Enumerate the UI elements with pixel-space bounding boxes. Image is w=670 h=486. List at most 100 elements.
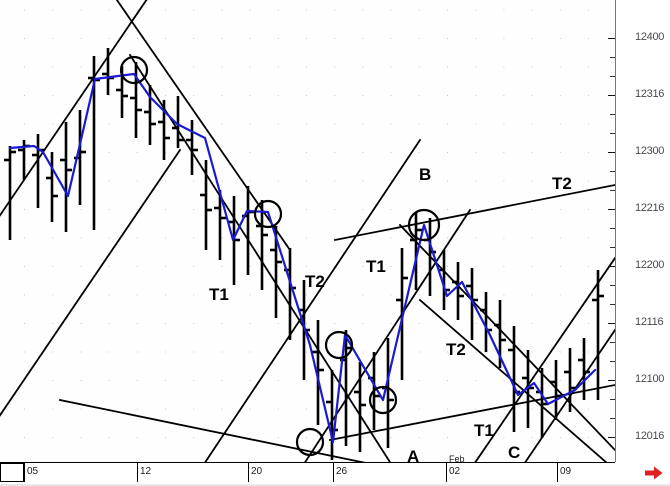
trendline-rising-median xyxy=(204,138,422,462)
ohlc-bar xyxy=(452,262,464,320)
date-axis: 05 12 20 26 Feb 02 09 xyxy=(0,454,670,486)
date-tick-label: 02 xyxy=(449,466,461,477)
date-tick xyxy=(248,462,249,482)
trendline-down-channel-lower xyxy=(58,398,366,462)
date-tick xyxy=(557,462,558,482)
trendline-up-channel-left-lower xyxy=(0,148,182,417)
pivot-circle-group xyxy=(119,55,441,457)
chart-annotation-t2: T2 xyxy=(305,272,325,291)
ohlc-bar xyxy=(186,120,198,175)
pivot-circle xyxy=(119,55,149,85)
date-tick xyxy=(137,462,138,482)
chart-annotation-t1: T1 xyxy=(366,257,386,276)
pivot-circle xyxy=(253,199,283,229)
price-tick xyxy=(608,152,615,153)
price-tick xyxy=(608,266,615,267)
price-tick-label: 12400 xyxy=(635,31,665,43)
pivot-circle xyxy=(407,208,441,242)
price-plot-area[interactable]: T1 T2 T1 T2 T2 T1 B A C xyxy=(0,0,615,462)
chart-annotation-c: C xyxy=(508,443,521,462)
ohlc-bar xyxy=(298,280,310,380)
ohlc-bar xyxy=(102,48,114,95)
axis-line xyxy=(615,0,616,462)
scroll-right-arrow-icon[interactable] xyxy=(645,466,663,480)
price-minor-tick xyxy=(610,114,615,115)
date-axis-line xyxy=(0,462,615,463)
price-minor-tick xyxy=(610,190,615,191)
ohlc-bar xyxy=(522,350,534,428)
ohlc-bar xyxy=(130,62,142,138)
date-tick-label: 26 xyxy=(336,466,348,477)
trendline-right-rising-2 xyxy=(524,328,615,462)
price-minor-tick xyxy=(610,399,615,400)
ohlc-bar xyxy=(144,85,156,145)
chart-annotation-t1: T1 xyxy=(209,285,229,304)
trendline-down-channel-upper xyxy=(115,0,292,252)
ohlc-bar xyxy=(578,338,590,400)
price-tick-label: 12316 xyxy=(635,88,665,100)
zigzag-polyline xyxy=(8,72,597,444)
price-tick xyxy=(608,38,615,39)
window-bottom-strip xyxy=(0,484,670,486)
price-tick-label: 12100 xyxy=(635,373,665,385)
price-tick-label: 12016 xyxy=(635,430,665,442)
ohlc-bar xyxy=(564,348,576,412)
price-minor-tick xyxy=(610,418,615,419)
ohlc-bar xyxy=(438,250,450,310)
price-minor-tick xyxy=(610,57,615,58)
pivot-circle xyxy=(295,427,325,457)
ohlc-bar xyxy=(410,212,422,290)
price-minor-tick xyxy=(610,304,615,305)
price-tick xyxy=(608,95,615,96)
ohlc-bar xyxy=(354,362,366,452)
trendline-group xyxy=(0,0,615,462)
price-minor-tick xyxy=(610,285,615,286)
price-axis: 12400 12316 12300 12216 12200 12116 12100 12016 xyxy=(608,0,670,462)
chart-annotation-a: A xyxy=(407,447,420,462)
date-tick-label: 12 xyxy=(140,466,152,477)
ohlc-bar xyxy=(550,360,562,420)
trendline-falling-lower xyxy=(418,298,608,462)
trendline-right-rising-1 xyxy=(474,256,615,462)
price-minor-tick xyxy=(610,342,615,343)
date-tick xyxy=(24,462,25,482)
chart-annotation-t2: T2 xyxy=(552,174,572,193)
date-axis-left-box xyxy=(0,463,24,482)
ohlc-bar xyxy=(242,186,254,275)
price-tick-label: 12300 xyxy=(635,145,665,157)
ohlc-bar xyxy=(158,100,170,160)
price-tick xyxy=(608,437,615,438)
price-plot-svg xyxy=(0,0,615,462)
trendline-upper-resistance xyxy=(333,184,615,242)
price-tick xyxy=(608,323,615,324)
ohlc-bar xyxy=(270,226,282,318)
price-minor-tick xyxy=(610,76,615,77)
ohlc-bar xyxy=(312,320,324,425)
ohlc-bar xyxy=(480,292,492,352)
date-tick-label: 05 xyxy=(27,466,39,477)
trendline-rising-support xyxy=(304,208,472,462)
ohlc-bar xyxy=(60,122,72,232)
ohlc-bar xyxy=(228,196,240,285)
ohlc-bar xyxy=(256,200,268,290)
chart-annotation-t1: T1 xyxy=(474,421,494,440)
ohlc-bar xyxy=(214,190,226,260)
price-tick-label: 12200 xyxy=(635,259,665,271)
price-minor-tick xyxy=(610,361,615,362)
pivot-circle xyxy=(324,330,354,360)
date-tick-label: 20 xyxy=(251,466,263,477)
price-tick xyxy=(608,209,615,210)
ohlc-bar-group xyxy=(4,48,604,460)
zigzag-line xyxy=(8,72,597,444)
ohlc-bar xyxy=(46,152,58,222)
price-tick xyxy=(608,380,615,381)
price-minor-tick xyxy=(610,247,615,248)
ohlc-bar xyxy=(466,268,478,340)
date-tick xyxy=(446,462,447,482)
date-month-label: Feb xyxy=(449,454,465,464)
date-tick-label: 09 xyxy=(560,466,572,477)
price-minor-tick xyxy=(610,171,615,172)
price-tick-label: 12216 xyxy=(635,202,665,214)
chart-annotation-t2: T2 xyxy=(446,340,466,359)
